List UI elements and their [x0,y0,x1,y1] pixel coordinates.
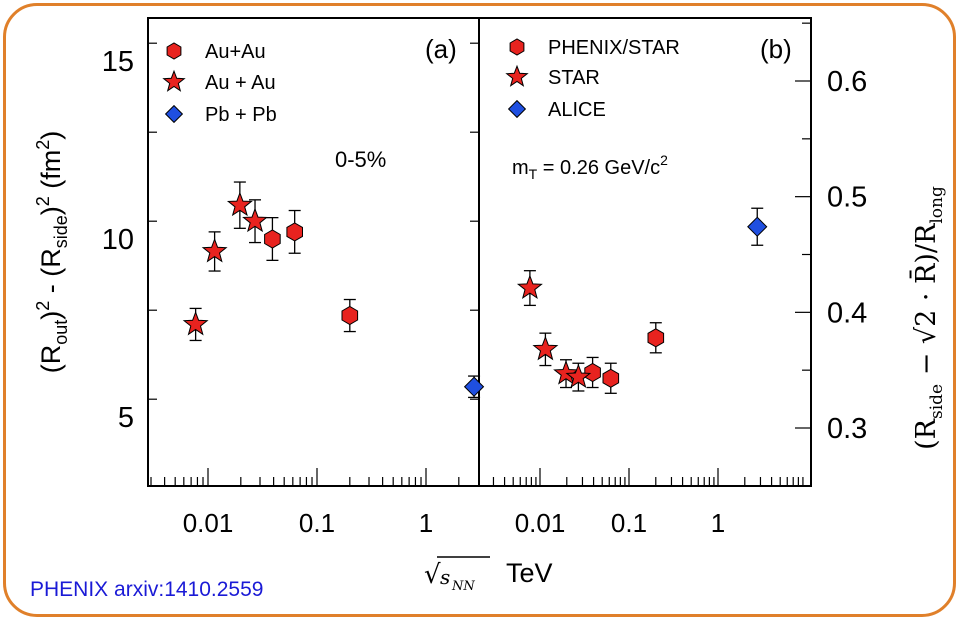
panel-b-frame [478,17,812,487]
markers-layer [162,38,768,397]
data-point [747,216,768,237]
data-point [602,368,620,388]
legend-b-entry-1: PHENIX/STAR [548,37,680,59]
panel-a-frame [147,17,480,487]
mt-annotation: mT = 0.26 GeV/c2 [512,152,668,182]
legend-b: PHENIX/STAR STAR ALICE [548,37,680,121]
legend-b-entry-3: ALICE [548,99,606,121]
x-axis-title: √ s NN TeV [424,556,553,594]
legend-a-entry-2: Au + Au [205,72,276,94]
y-axis-title-right: (Rside − √2 · R̄)/Rlong [908,186,947,450]
ticks-layer [148,22,811,486]
svg-text:NN: NN [451,579,475,594]
data-point [584,362,601,383]
svg-text:TeV: TeV [506,558,553,588]
data-point [553,360,579,385]
y-axis-title-left: (Rout)2 - (Rside)2 (fm2) [33,131,71,374]
legend-a-entry-3: Pb + Pb [205,104,277,126]
centrality-annotation: 0-5% [335,147,386,172]
data-point [226,191,253,217]
data-point [182,310,209,336]
legend-marker [507,99,527,119]
y-tick-label: 0.5 [827,182,867,214]
y-tick-label: 10 [102,224,134,256]
errorbars-layer [189,181,764,399]
legend-marker [509,38,525,56]
x-tick-label: 0.01 [515,508,566,538]
legend-a-entry-1: Au+Au [205,41,266,63]
data-point [201,237,228,263]
y-tick-label: 0.4 [827,297,867,329]
x-tick-label: 1 [711,508,725,538]
data-point [242,207,268,233]
x-tick-label: 0.01 [183,508,234,538]
data-point [647,328,665,348]
source-credit: PHENIX arxiv:1410.2559 [30,578,264,601]
data-point [516,274,543,300]
legend-marker [505,64,529,87]
legend-marker [166,42,182,60]
data-point [264,229,281,249]
y-tick-label: 0.6 [827,66,867,98]
legend-a: Au+Au Au + Au Pb + Pb [205,41,277,126]
legend-marker [162,69,186,92]
svg-text:√: √ [424,560,441,590]
panel-b-label: (b) [760,34,792,64]
data-point [532,335,559,361]
legend-marker [164,104,184,124]
slide-frame [3,3,956,617]
data-point [341,305,359,326]
x-tick-label: 1 [419,508,433,538]
svg-text:s: s [440,565,450,589]
data-point [286,222,303,242]
x-tick-label: 0.1 [299,508,335,538]
data-point [565,363,592,389]
panel-a-label: (a) [425,34,457,64]
y-tick-label: 0.3 [827,413,867,445]
x-tick-label: 0.1 [611,508,647,538]
data-point [463,376,485,397]
legend-b-entry-2: STAR [548,67,600,89]
y-tick-label: 5 [118,402,134,434]
y-tick-label: 15 [102,46,134,78]
